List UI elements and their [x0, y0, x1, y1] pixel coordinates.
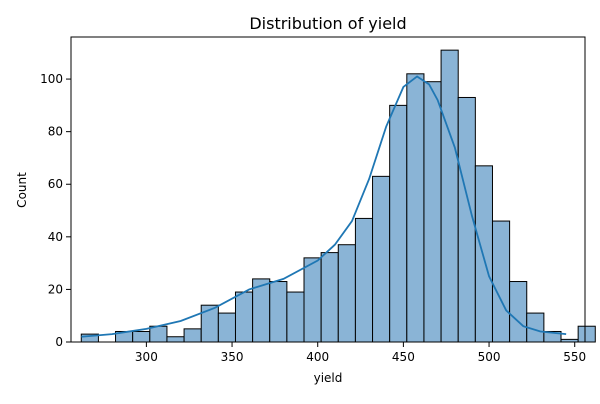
y-axis-label: Count	[15, 172, 29, 208]
bars-group	[80, 49, 596, 343]
x-tick-label: 400	[306, 350, 329, 364]
y-tick-label: 0	[55, 335, 63, 349]
histogram-bar	[303, 257, 322, 343]
x-tick-label: 300	[135, 350, 158, 364]
histogram-bar	[372, 175, 391, 343]
histogram-bar	[577, 325, 596, 343]
histogram-bar	[354, 217, 374, 343]
x-tick-label: 450	[392, 350, 415, 364]
y-tick-label: 20	[48, 282, 63, 296]
histogram-bar	[166, 336, 185, 343]
histogram-bar	[132, 330, 151, 343]
y-tick-label: 100	[40, 72, 63, 86]
histogram-bar	[217, 312, 236, 343]
y-tick-label: 80	[48, 125, 63, 139]
axes-group: 300 350 400 450 500 550 0 20 40 60 80 100	[40, 36, 586, 364]
histogram-bar	[509, 281, 528, 343]
x-tick-label: 550	[563, 350, 586, 364]
histogram-bar	[440, 49, 459, 343]
histogram-bar	[474, 165, 493, 343]
y-tick-label: 40	[48, 230, 63, 244]
histogram-bar	[320, 252, 339, 343]
plot-frame	[70, 36, 586, 343]
x-tick-label: 350	[221, 350, 244, 364]
histogram-bar	[406, 73, 425, 343]
histogram-bar	[337, 244, 356, 343]
x-axis-label: yield	[314, 371, 343, 385]
histogram-bar	[286, 291, 305, 343]
x-tick-label: 500	[478, 350, 501, 364]
chart-title: Distribution of yield	[249, 14, 406, 33]
histogram-bar	[389, 104, 408, 343]
y-tick-label: 60	[48, 177, 63, 191]
kde-line	[81, 75, 567, 338]
histogram-bar	[269, 281, 288, 343]
histogram-bar	[183, 328, 202, 343]
histogram-bar	[234, 291, 254, 343]
histogram-bar	[491, 220, 511, 343]
histogram-bar	[423, 81, 442, 343]
histogram-bar	[149, 325, 168, 343]
